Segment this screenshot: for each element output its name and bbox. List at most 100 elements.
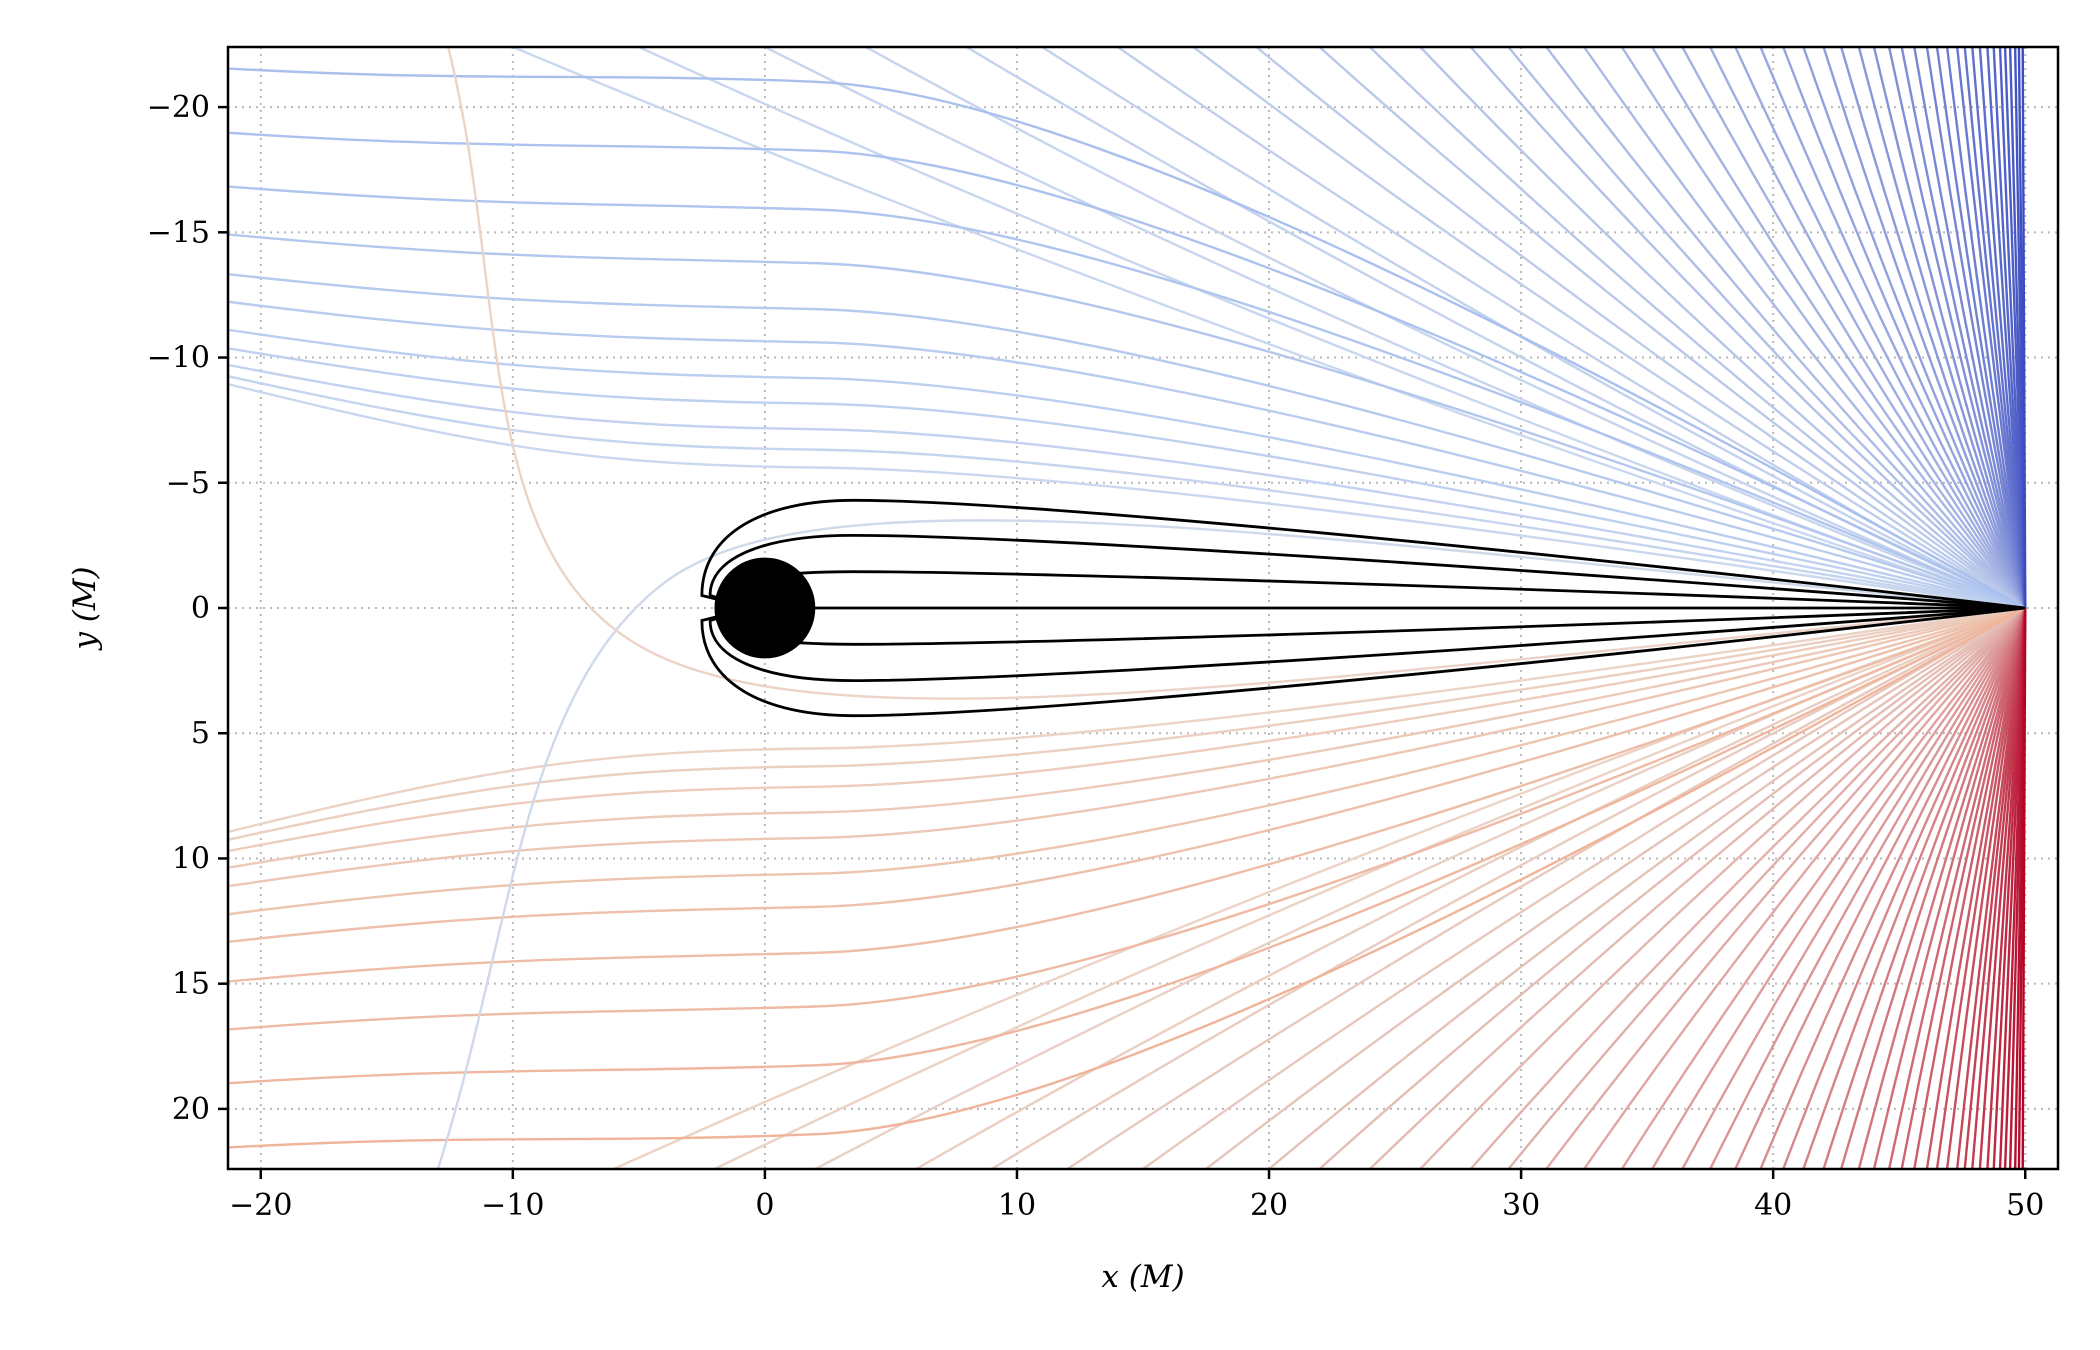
deflected-ray	[228, 606, 2026, 853]
x-tick-label: 20	[1250, 1188, 1288, 1223]
escaping-ray-lower	[1887, 607, 2027, 1169]
deflected-ray	[228, 382, 2026, 610]
escaping-ray-lower	[1945, 607, 2027, 1169]
escaping-ray-upper	[1887, 47, 2027, 609]
escaping-ray-upper	[1318, 47, 2026, 609]
escaping-ray-lower	[1268, 606, 2026, 1169]
captured-rays	[700, 498, 2026, 718]
deflected-ray	[228, 606, 2026, 1085]
deflected-ray	[228, 347, 2026, 610]
escaping-ray-upper	[1709, 47, 2027, 609]
escaping-ray-upper	[1900, 47, 2027, 609]
captured-ray	[700, 606, 2026, 718]
deflected-ray	[228, 233, 2026, 610]
deflected-ray	[228, 375, 2026, 610]
escaping-ray-upper	[1583, 47, 2027, 609]
escaping-ray-lower	[1469, 607, 2027, 1169]
y-tick-label: 0	[191, 591, 210, 626]
escaping-ray-upper	[1802, 47, 2027, 609]
x-tick-label: 0	[755, 1188, 774, 1223]
deflected-ray	[228, 606, 2026, 943]
escaping-ray-lower	[1419, 607, 2026, 1169]
y-tick-label: 20	[172, 1092, 210, 1127]
lensed-ray	[436, 519, 2026, 1169]
escaping-ray-lower	[1925, 607, 2027, 1169]
escaping-ray-lower	[1651, 607, 2027, 1169]
escaping-ray-upper	[1857, 47, 2027, 609]
escaping-ray-lower	[915, 606, 2026, 1169]
y-tick-label: −10	[147, 341, 210, 376]
y-tick-label: −5	[166, 466, 210, 501]
black-hole-disk	[714, 557, 816, 659]
escaping-ray-lower	[1583, 607, 2027, 1169]
escaping-ray-lower	[1734, 607, 2027, 1169]
escaping-ray-upper	[1545, 47, 2027, 609]
escaping-ray-upper	[1192, 47, 2026, 610]
deflected-ray	[228, 606, 2026, 1031]
escaping-ray-lower	[613, 606, 2026, 1169]
captured-ray	[708, 533, 2026, 610]
deflected-ray	[228, 606, 2026, 834]
escaping-ray-lower	[1369, 607, 2026, 1169]
y-tick-label: −15	[147, 215, 210, 250]
escaping-ray-upper	[1822, 47, 2027, 609]
deflected-ray	[228, 131, 2026, 610]
captured-ray	[700, 498, 2026, 610]
y-axis-label: y (M)	[67, 566, 103, 651]
x-tick-label: 30	[1502, 1188, 1540, 1223]
escaping-ray-lower	[1935, 607, 2027, 1169]
deflected-ray	[228, 67, 2026, 610]
deflected-ray	[228, 328, 2026, 610]
escaping-ray-lower	[1709, 607, 2027, 1169]
x-tick-label: 40	[1754, 1188, 1792, 1223]
escaping-ray-lower	[2021, 607, 2027, 1169]
escaping-ray-lower	[1782, 607, 2027, 1169]
deflected-ray	[228, 606, 2026, 869]
escaping-ray-lower	[991, 606, 2026, 1169]
escaping-ray-lower	[713, 606, 2026, 1169]
escaping-ray-upper	[1782, 47, 2027, 609]
escaping-ray-upper	[1419, 47, 2026, 609]
deflected-ray	[228, 606, 2026, 983]
y-tick-label: 10	[172, 841, 210, 876]
escaping-ray-upper	[1872, 47, 2027, 609]
escaping-ray-lower	[1066, 606, 2026, 1169]
light-rays	[228, 47, 2027, 1169]
deflected-ray	[228, 363, 2026, 610]
escaping-ray-lower	[1142, 606, 2026, 1169]
escaping-ray-lower	[1318, 607, 2026, 1169]
y-tick-label: −20	[147, 90, 210, 125]
escaping-ray-upper	[1759, 47, 2027, 609]
escaping-ray-upper	[1041, 47, 2026, 610]
escaping-ray-lower	[1205, 606, 2026, 1169]
escaping-ray-lower	[1840, 607, 2027, 1169]
escaping-ray-upper	[1469, 47, 2027, 609]
escaping-ray-lower	[1913, 607, 2027, 1169]
x-tick-label: −20	[229, 1188, 292, 1223]
deflected-ray	[228, 273, 2026, 610]
escaping-ray-lower	[1872, 607, 2027, 1169]
escaping-ray-upper	[1734, 47, 2027, 609]
escaping-ray-upper	[1935, 47, 2027, 609]
deflected-ray	[228, 606, 2026, 916]
y-tick-label: 5	[191, 716, 210, 751]
x-tick-label: 50	[2006, 1188, 2044, 1223]
escaping-ray-upper	[865, 47, 2026, 610]
deflected-ray	[228, 185, 2026, 610]
deflected-ray	[228, 606, 2026, 888]
escaping-ray-lower	[1759, 607, 2027, 1169]
lensed-ray	[446, 47, 2026, 700]
y-tick-label: 15	[172, 967, 210, 1002]
escaping-ray-upper	[1620, 47, 2027, 609]
deflected-ray	[228, 300, 2026, 610]
x-tick-label: 10	[998, 1188, 1036, 1223]
escaping-ray-upper	[1369, 47, 2026, 609]
escaping-ray-lower	[1545, 607, 2027, 1169]
escaping-ray-upper	[1945, 47, 2027, 609]
escaping-ray-lower	[1822, 607, 2027, 1169]
escaping-ray-upper	[2021, 47, 2027, 609]
escaping-ray-upper	[764, 47, 2026, 610]
escaping-ray-upper	[512, 47, 2026, 610]
deflected-ray	[228, 606, 2026, 1149]
